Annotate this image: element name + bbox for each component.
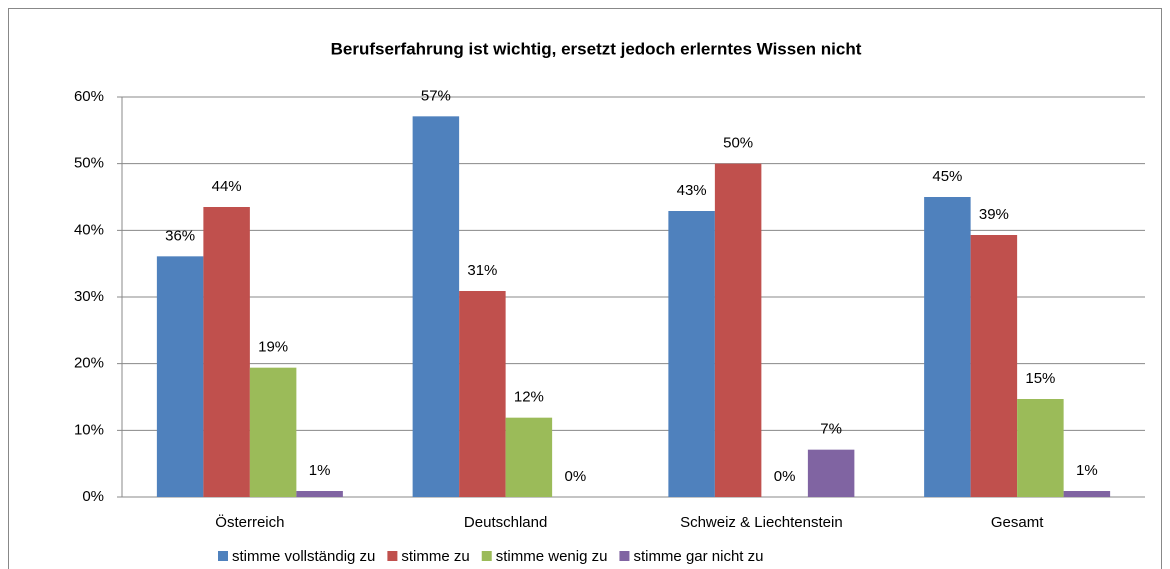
legend-label: stimme gar nicht zu: [633, 548, 763, 565]
bar: [203, 207, 250, 497]
value-label: 7%: [820, 421, 842, 438]
bar: [156, 256, 204, 497]
y-tick-label: 20%: [74, 355, 104, 372]
value-label: 39%: [979, 206, 1009, 223]
bar: [970, 235, 1018, 497]
legend-label: stimme wenig zu: [496, 548, 608, 565]
legend-swatch: [387, 551, 398, 561]
value-label: 43%: [677, 182, 707, 199]
value-label: 12%: [514, 389, 544, 406]
bar: [807, 449, 855, 497]
y-tick-label: 30%: [74, 288, 104, 305]
x-tick-label: Gesamt: [991, 514, 1044, 531]
value-label: 50%: [723, 135, 753, 152]
value-label: 1%: [309, 462, 331, 479]
y-tick-label: 50%: [74, 155, 104, 172]
y-tick-label: 10%: [74, 421, 104, 438]
value-label: 45%: [932, 168, 962, 185]
value-label: 15%: [1025, 370, 1055, 387]
bar: [924, 197, 971, 497]
bar: [1017, 399, 1064, 497]
chart-title: Berufserfahrung ist wichtig, ersetzt jed…: [331, 39, 862, 58]
bar: [459, 291, 506, 497]
x-tick-label: Schweiz & Liechtenstein: [680, 514, 843, 531]
legend-swatch: [481, 551, 492, 561]
y-tick-label: 40%: [74, 221, 104, 238]
x-tick-label: Österreich: [215, 513, 284, 531]
bar: [668, 211, 715, 497]
bar: [412, 116, 460, 497]
value-label: 44%: [212, 178, 242, 195]
value-label: 19%: [258, 339, 288, 356]
value-label: 57%: [421, 87, 451, 104]
bar: [505, 417, 553, 497]
legend-swatch: [619, 551, 630, 561]
value-label: 1%: [1076, 462, 1098, 479]
y-tick-label: 0%: [82, 488, 104, 505]
value-label: 0%: [565, 468, 587, 485]
bar: [249, 367, 297, 497]
value-label: 31%: [467, 262, 497, 279]
x-tick-label: Deutschland: [464, 514, 547, 531]
legend-swatch: [218, 551, 228, 561]
legend-label: stimme zu: [401, 548, 469, 565]
bar: [296, 491, 343, 497]
bar: [1063, 491, 1111, 497]
y-tick-label: 60%: [74, 88, 104, 105]
value-label: 0%: [774, 468, 796, 485]
legend-label: stimme vollständig zu: [232, 548, 375, 565]
value-label: 36%: [165, 227, 195, 244]
bar: [714, 163, 762, 497]
